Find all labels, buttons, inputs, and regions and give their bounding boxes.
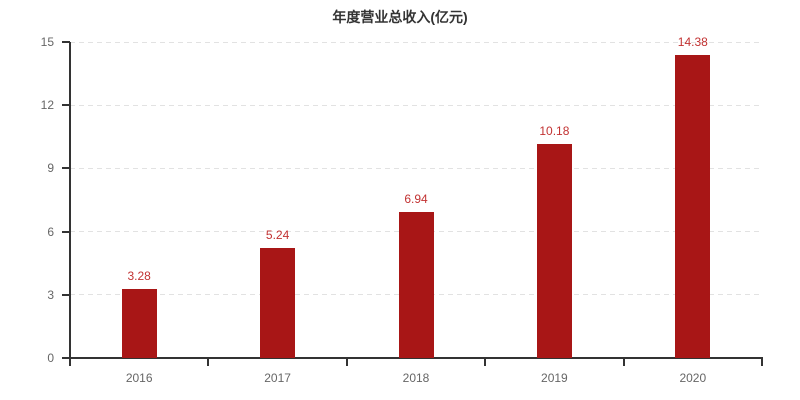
- y-axis-line: [69, 42, 71, 358]
- bar-value-label: 6.94: [404, 191, 428, 206]
- y-axis-tick: [62, 104, 70, 107]
- y-axis-label: 15: [40, 35, 54, 49]
- bar-2017[interactable]: [260, 247, 296, 358]
- bar-2020[interactable]: [675, 55, 711, 358]
- bar-2019[interactable]: [536, 143, 572, 358]
- x-axis-line: [70, 357, 762, 359]
- x-axis-label: 2019: [541, 371, 568, 385]
- x-axis-tick: [761, 357, 763, 366]
- bar-value-label: 14.38: [677, 35, 708, 50]
- x-axis-tick: [345, 357, 348, 366]
- y-axis-tick: [62, 357, 70, 359]
- y-axis-label: 0: [47, 351, 54, 365]
- bar-value-label: 5.24: [265, 227, 290, 242]
- bar-value-label: 10.18: [539, 123, 570, 138]
- x-axis-label: 2018: [402, 371, 430, 385]
- y-axis-tick: [62, 41, 70, 43]
- gridline: [70, 104, 762, 106]
- y-axis-label: 9: [47, 161, 54, 176]
- gridline: [70, 41, 762, 43]
- gridline: [70, 167, 762, 169]
- x-axis-tick: [484, 357, 487, 366]
- y-axis-tick: [62, 230, 70, 233]
- y-axis-label: 12: [40, 98, 54, 113]
- y-axis-tick: [62, 293, 70, 296]
- y-axis-tick: [62, 167, 70, 170]
- x-axis-label: 2016: [125, 371, 153, 385]
- x-axis-tick: [69, 357, 71, 366]
- x-axis-tick: [207, 357, 210, 366]
- x-axis-tick: [622, 357, 625, 366]
- x-axis-label: 2020: [679, 371, 707, 385]
- chart-title: 年度营业总收入(亿元): [332, 9, 468, 25]
- bar-2018[interactable]: [398, 211, 434, 358]
- x-axis-label: 2017: [264, 371, 291, 385]
- bar-2016[interactable]: [121, 288, 157, 358]
- y-axis-label: 6: [47, 224, 54, 239]
- bar-value-label: 3.28: [127, 268, 151, 283]
- y-axis-label: 3: [47, 287, 54, 302]
